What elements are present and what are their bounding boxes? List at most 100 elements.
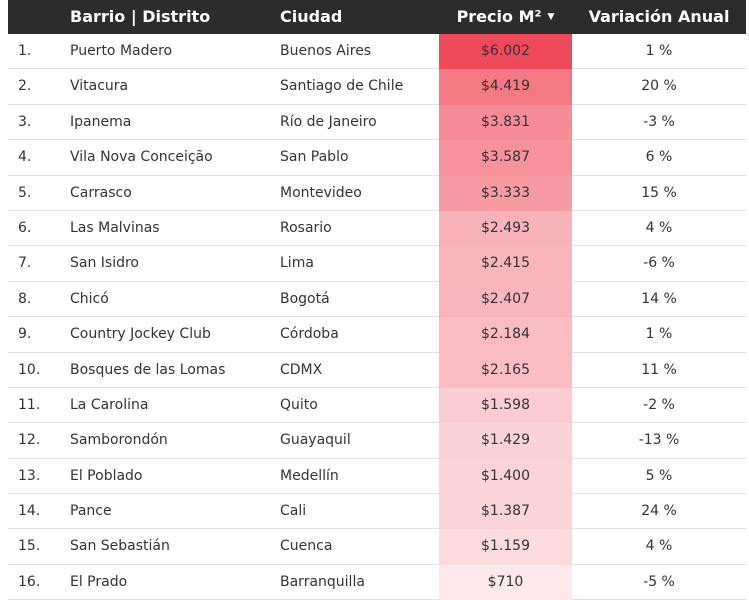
table-row: 4. Vila Nova Conceição San Pablo $3.587 6 % [8,140,746,176]
row-precio-cell: $2.184 [439,317,572,353]
table-row: 9. Country Jockey Club Córdoba $2.184 1 % [8,317,746,353]
table-row: 16. El Prado Barranquilla $710 -5 % [8,564,746,600]
row-precio-cell: $3.333 [439,175,572,211]
row-ciudad: Medellín [280,467,339,484]
row-rank: 9. [18,326,32,343]
row-rank: 6. [18,219,32,236]
table-row: 14. Pance Cali $1.387 24 % [8,494,746,530]
row-precio-cell: $1.429 [439,423,572,459]
row-rank: 12. [18,432,41,449]
row-precio-cell: $1.598 [439,387,572,424]
row-barrio: Carrasco [70,184,132,201]
row-rank: 1. [18,43,32,59]
row-barrio: El Prado [70,573,128,590]
row-ciudad: Cuenca [280,538,333,555]
table-row: 5. Carrasco Montevideo $3.333 15 % [8,175,746,211]
row-variacion: 5 % [645,467,673,484]
table-row: 7. San Isidro Lima $2.415 -6 % [8,246,746,282]
row-variacion: 15 % [641,184,677,201]
header-ciudad[interactable]: Ciudad [280,7,343,26]
table-row: 8. Chicó Bogotá $2.407 14 % [8,281,746,318]
row-variacion: 1 % [645,43,673,59]
row-barrio: San Isidro [70,255,140,272]
row-precio-cell: $3.587 [439,140,572,176]
row-variacion: 24 % [641,503,677,520]
row-rank: 7. [18,255,32,272]
row-ciudad: Guayaquil [280,432,351,449]
row-variacion: -13 % [638,432,680,449]
row-precio-cell: $710 [439,564,572,600]
caret-down-icon[interactable]: ▼ [547,11,555,22]
row-ciudad: Santiago de Chile [280,78,404,95]
table-row: 2. Vitacura Santiago de Chile $4.419 20 % [8,69,746,105]
header-precio-label: Precio M² [456,7,542,26]
row-precio-cell: $1.400 [439,458,572,495]
row-variacion: 11 % [641,361,677,378]
row-barrio: Vitacura [70,78,129,95]
row-precio-cell: $2.493 [439,210,572,247]
row-precio-cell: $6.002 [439,34,572,70]
row-barrio: Chicó [70,290,109,307]
header-barrio[interactable]: Barrio | Distrito [70,7,211,26]
row-ciudad: Barranquilla [280,573,365,590]
row-barrio: Las Malvinas [70,219,160,236]
row-rank: 11. [18,396,41,413]
ranking-table: Barrio | Distrito Ciudad Precio M² ▼ Vari… [8,0,746,600]
header-variacion[interactable]: Variación Anual [588,7,730,26]
row-precio-cell: $1.159 [439,529,572,565]
table-header: Barrio | Distrito Ciudad Precio M² ▼ Vari… [8,0,746,34]
row-ciudad: Cali [280,503,307,520]
row-barrio: San Sebastián [70,538,170,555]
row-ciudad: Lima [280,255,314,272]
row-rank: 10. [18,361,41,378]
row-variacion: 4 % [645,219,673,236]
table-row: 15. San Sebastián Cuenca $1.159 4 % [8,529,746,565]
row-rank: 4. [18,149,32,166]
row-ciudad: CDMX [280,361,323,378]
row-variacion: 6 % [645,149,673,166]
row-variacion: -6 % [643,255,675,272]
row-ciudad: Córdoba [280,326,339,343]
row-barrio: Bosques de las Lomas [70,361,226,378]
row-precio-cell: $4.419 [439,69,572,105]
row-ciudad: Quito [280,396,318,413]
row-rank: 14. [18,503,41,520]
table-row: 12. Samborondón Guayaquil $1.429 -13 % [8,423,746,459]
row-variacion: -5 % [643,573,675,590]
row-ciudad: Bogotá [280,290,330,307]
table-row: 13. El Poblado Medellín $1.400 5 % [8,458,746,495]
row-barrio: Puerto Madero [70,43,173,59]
row-rank: 2. [18,78,32,95]
row-barrio: Ipanema [70,113,132,130]
table-row: 1. Puerto Madero Buenos Aires $6.002 1 % [8,34,746,70]
row-variacion: 20 % [641,78,677,95]
row-precio-cell: $3.831 [439,104,572,141]
row-variacion: 4 % [645,538,673,555]
row-rank: 16. [18,573,41,590]
row-barrio: Vila Nova Conceição [70,149,213,166]
row-barrio: Pance [70,503,112,520]
row-barrio: La Carolina [70,396,149,413]
row-precio-cell: $1.387 [439,494,572,530]
row-barrio: Country Jockey Club [70,326,211,343]
row-precio-cell: $2.165 [439,352,572,388]
row-ciudad: Buenos Aires [280,43,372,59]
row-variacion: 1 % [645,326,673,343]
row-rank: 8. [18,290,32,307]
row-variacion: -3 % [643,113,675,130]
row-barrio: El Poblado [70,467,143,484]
row-rank: 13. [18,467,41,484]
table-row: 3. Ipanema Río de Janeiro $3.831 -3 % [8,104,746,141]
table-row: 11. La Carolina Quito $1.598 -2 % [8,387,746,424]
header-precio[interactable]: Precio M² ▼ [439,0,572,34]
row-rank: 5. [18,184,32,201]
row-variacion: 14 % [641,290,677,307]
row-rank: 15. [18,538,41,555]
row-precio-cell: $2.407 [439,281,572,318]
row-ciudad: Montevideo [280,184,362,201]
row-ciudad: Río de Janeiro [280,113,377,130]
row-barrio: Samborondón [70,432,168,449]
table-row: 10. Bosques de las Lomas CDMX $2.165 11 % [8,352,746,388]
row-precio-cell: $2.415 [439,246,572,282]
table-body: 1. Puerto Madero Buenos Aires $6.002 1 % 2. Vi… [8,34,746,600]
